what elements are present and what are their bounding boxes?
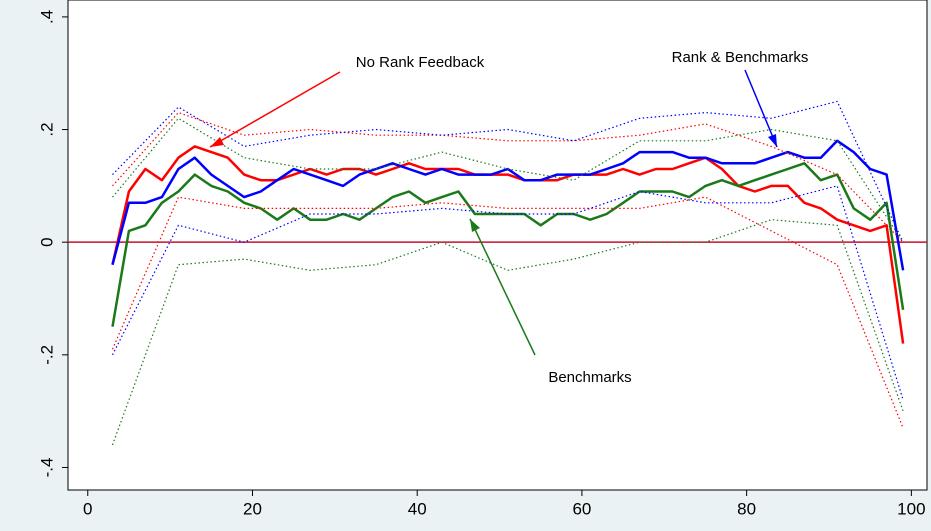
annotation: No Rank Feedback	[356, 54, 485, 71]
x-tick-label: 40	[408, 499, 427, 518]
band-line	[111, 219, 904, 446]
annotation: Benchmarks	[548, 369, 631, 386]
y-tick-label: .4	[37, 10, 56, 24]
band-line	[112, 100, 904, 243]
arrow	[744, 69, 778, 148]
band-line	[111, 185, 904, 401]
band-line	[112, 117, 904, 243]
arrow-head	[768, 134, 777, 147]
arrow-head	[470, 219, 480, 232]
y-tick-label: 0	[37, 237, 56, 246]
y-tick-label: .2	[37, 122, 56, 136]
y-tick-label: -.4	[37, 458, 56, 478]
arrow	[469, 218, 536, 356]
y-tick-label: -.2	[37, 345, 56, 365]
x-tick-label: 0	[83, 499, 92, 518]
annotation: Rank & Benchmarks	[672, 49, 809, 66]
series-line	[111, 145, 905, 344]
plot-area	[67, 0, 928, 491]
x-tick-label: 60	[572, 499, 591, 518]
x-tick-label: 20	[243, 499, 262, 518]
band-line	[112, 112, 904, 243]
arrow	[209, 71, 341, 148]
band-line	[111, 196, 904, 429]
arrow-head	[210, 137, 224, 147]
plot	[68, 100, 927, 446]
x-tick-label: 100	[897, 499, 925, 518]
x-tick-label: 80	[737, 499, 756, 518]
series-line	[111, 162, 905, 327]
